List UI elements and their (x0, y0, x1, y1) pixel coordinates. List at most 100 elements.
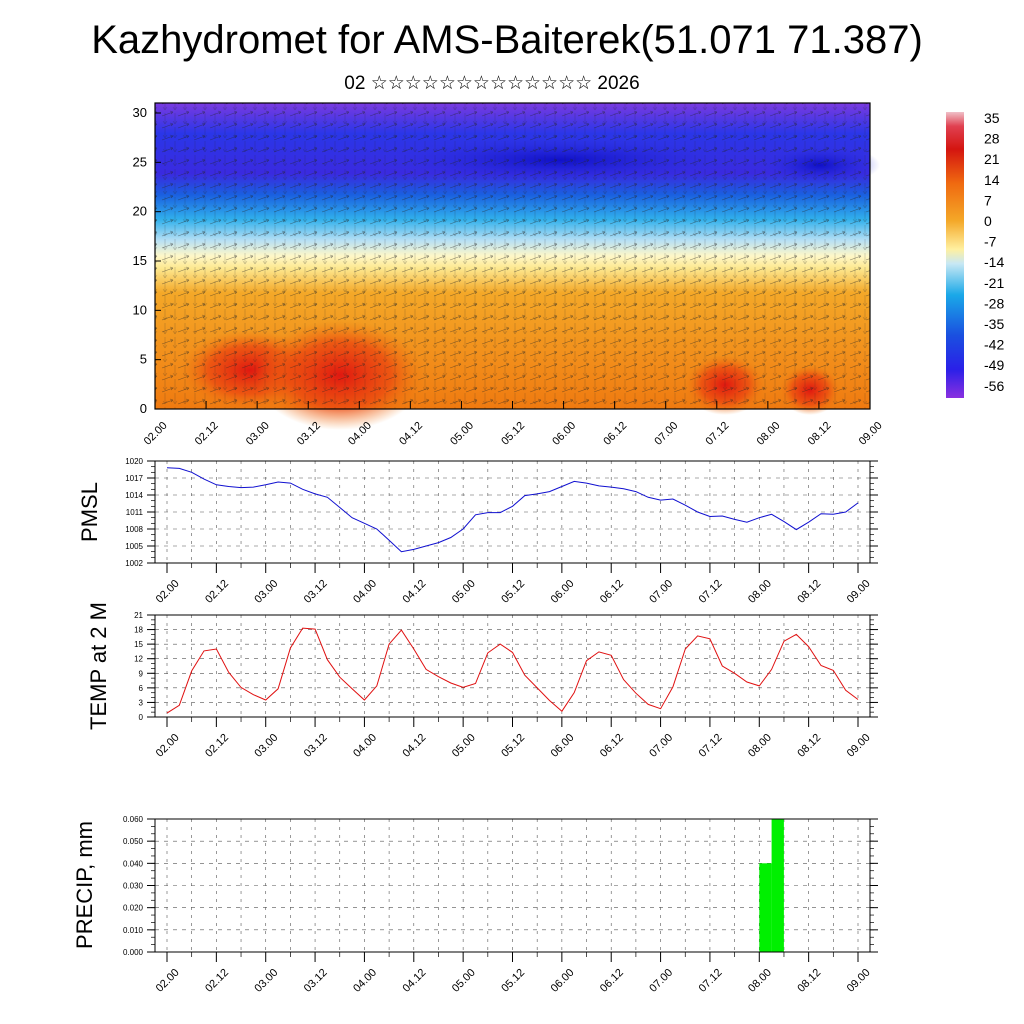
x-tick-label: 08.00 (746, 732, 774, 760)
precip-grid (155, 819, 870, 952)
y-tick-label: 0.030 (123, 882, 144, 891)
temp-y-label: TEMP at 2 M (86, 602, 111, 730)
x-tick-label: 02.12 (203, 578, 231, 606)
x-tick-label: 05.12 (499, 967, 527, 995)
y-tick-label: 15 (134, 640, 143, 649)
x-tick-label: 03.12 (302, 732, 330, 760)
x-tick-label: 07.12 (697, 967, 725, 995)
temp-axes: 0 3 6 9 12 15 18 21 02.00 02.12 03.00 03.12 04.00 04.… (134, 611, 878, 760)
x-tick-label: 04.12 (401, 732, 429, 760)
temp-grid (155, 615, 870, 717)
y-tick-label: 0.060 (123, 815, 144, 824)
cs-y-tick-label: 25 (133, 154, 147, 169)
cs-x-tick-label: 05.00 (448, 420, 476, 448)
cs-y-tick-label: 20 (133, 204, 147, 219)
chart-subtitle: 02 ☆☆☆☆☆☆☆☆☆☆☆☆☆ 2026 (344, 73, 640, 94)
pmsl-series-line (166, 467, 859, 553)
y-tick-label: 21 (134, 611, 143, 620)
colorbar-label: 28 (984, 131, 1000, 147)
y-tick-label: 0.000 (123, 948, 144, 957)
precip-panel: 0.000 0.010 0.020 0.030 0.040 0.050 0.060 02.00… (72, 815, 878, 995)
y-tick-label: 1008 (125, 525, 143, 534)
y-tick-label: 0 (139, 713, 144, 722)
x-tick-label: 04.12 (401, 967, 429, 995)
colorbar-label: 0 (984, 213, 992, 229)
y-tick-label: 0.040 (123, 859, 144, 868)
precip-bar (759, 863, 772, 952)
x-tick-label: 06.12 (598, 578, 626, 606)
x-tick-label: 08.00 (746, 967, 774, 995)
x-tick-label: 04.00 (351, 967, 379, 995)
x-tick-label: 09.00 (845, 732, 873, 760)
y-tick-label: 1014 (125, 491, 143, 500)
y-tick-label: 1011 (126, 508, 144, 517)
y-tick-label: 1020 (125, 457, 143, 466)
x-tick-label: 05.00 (450, 578, 478, 606)
x-tick-label: 03.00 (252, 578, 280, 606)
x-tick-label: 09.00 (845, 578, 873, 606)
x-tick-label: 07.00 (647, 967, 675, 995)
x-tick-label: 06.00 (549, 732, 577, 760)
y-tick-label: 1005 (125, 542, 143, 551)
temp-panel: 0 3 6 9 12 15 18 21 02.00 02.12 03.00 03.12 04.00 04.… (86, 602, 878, 760)
cs-x-tick-label: 02.12 (193, 420, 221, 448)
colorbar-label: -14 (984, 254, 1004, 270)
cs-x-tick-label: 09.00 (857, 420, 885, 448)
cs-x-tick-label: 02.00 (142, 420, 170, 448)
wind-barbs-layer-vertical (155, 103, 870, 409)
colorbar-gradient (946, 112, 964, 398)
colorbar-label: 21 (984, 151, 1000, 167)
x-tick-label: 05.12 (499, 578, 527, 606)
x-tick-label: 03.00 (252, 967, 280, 995)
x-tick-label: 06.12 (598, 967, 626, 995)
x-tick-label: 06.12 (598, 732, 626, 760)
colorbar: 35 28 21 14 7 0 -7 -14 -21 -28 -35 -42 -49 -56 (946, 110, 1004, 398)
precip-bar (771, 819, 784, 952)
x-tick-label: 07.12 (697, 732, 725, 760)
cs-y-tick-label: 10 (133, 302, 147, 317)
precip-y-label: PRECIP, mm (72, 821, 97, 949)
colorbar-label: -21 (984, 275, 1004, 291)
y-tick-label: 0.050 (123, 837, 144, 846)
cs-x-tick-label: 06.00 (550, 420, 578, 448)
x-tick-label: 05.12 (499, 732, 527, 760)
cross-section-y-axis: 0 5 10 15 20 25 30 (133, 105, 161, 416)
x-tick-label: 06.00 (549, 967, 577, 995)
y-tick-label: 12 (134, 655, 143, 664)
colorbar-label: -35 (984, 316, 1004, 332)
pmsl-axes: 1002 1005 1008 1011 1014 1017 1020 02.00 02.12 03… (125, 457, 878, 606)
x-tick-label: 03.12 (302, 578, 330, 606)
cs-x-tick-label: 08.12 (806, 420, 834, 448)
y-tick-label: 1002 (125, 559, 143, 568)
x-tick-label: 08.12 (795, 967, 823, 995)
y-tick-label: 6 (139, 684, 144, 693)
x-tick-label: 07.00 (647, 578, 675, 606)
x-tick-label: 05.00 (450, 732, 478, 760)
x-tick-label: 03.00 (252, 732, 280, 760)
colorbar-label: -56 (984, 378, 1004, 394)
colorbar-label: -7 (984, 234, 997, 250)
colorbar-label: -28 (984, 295, 1004, 311)
y-tick-label: 18 (134, 626, 143, 635)
colorbar-label: -42 (984, 337, 1004, 353)
cs-y-tick-label: 5 (140, 352, 147, 367)
colorbar-label: 14 (984, 172, 1000, 188)
cs-x-tick-label: 08.00 (755, 420, 783, 448)
temp-series-line (166, 627, 859, 714)
cs-y-tick-label: 30 (133, 105, 147, 120)
cs-y-tick-label: 0 (140, 401, 147, 416)
x-tick-label: 09.00 (845, 967, 873, 995)
y-tick-label: 9 (139, 669, 144, 678)
y-tick-label: 0.020 (123, 904, 144, 913)
y-tick-label: 1017 (125, 474, 143, 483)
pmsl-y-label: PMSL (77, 482, 102, 542)
cs-x-tick-label: 06.12 (601, 420, 629, 448)
chart-title: Kazhydromet for AMS-Baiterek(51.071 71.3… (91, 18, 923, 62)
x-tick-label: 07.00 (647, 732, 675, 760)
x-tick-label: 02.12 (203, 967, 231, 995)
cs-x-tick-label: 07.00 (652, 420, 680, 448)
y-tick-label: 0.010 (123, 926, 144, 935)
x-tick-label: 07.12 (697, 578, 725, 606)
x-tick-label: 02.12 (203, 732, 231, 760)
x-tick-label: 08.12 (795, 732, 823, 760)
